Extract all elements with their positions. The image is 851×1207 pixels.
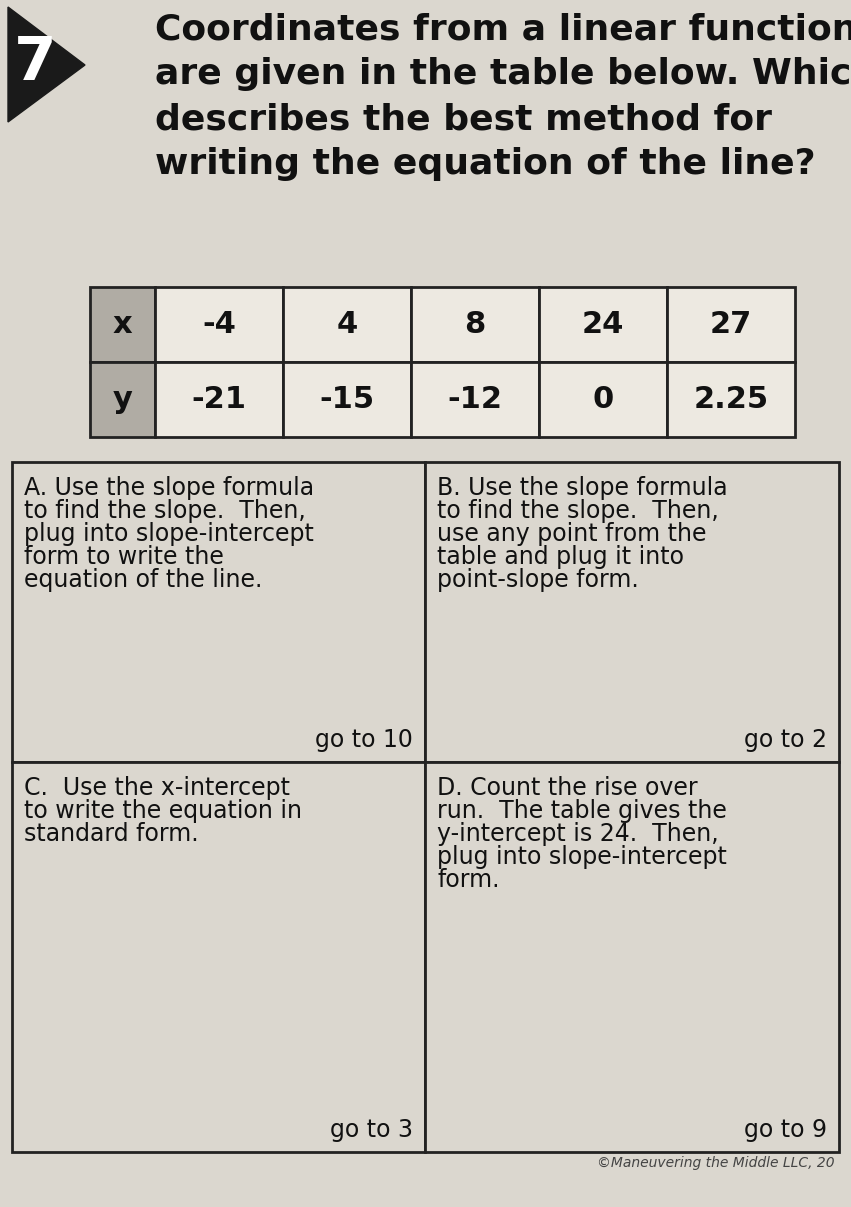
Text: -4: -4 (202, 310, 236, 339)
Text: plug into slope-intercept: plug into slope-intercept (24, 521, 314, 546)
Text: to find the slope.  Then,: to find the slope. Then, (24, 498, 306, 523)
Text: go to 9: go to 9 (744, 1118, 827, 1142)
Text: 4: 4 (336, 310, 357, 339)
FancyBboxPatch shape (155, 362, 283, 437)
Text: 7: 7 (14, 35, 56, 93)
Text: y-intercept is 24.  Then,: y-intercept is 24. Then, (437, 822, 718, 846)
Text: to write the equation in: to write the equation in (24, 799, 302, 823)
Text: point-slope form.: point-slope form. (437, 568, 639, 591)
FancyBboxPatch shape (667, 287, 795, 362)
Text: 27: 27 (710, 310, 752, 339)
Text: form to write the: form to write the (24, 546, 224, 568)
FancyBboxPatch shape (283, 287, 411, 362)
Text: 8: 8 (465, 310, 486, 339)
FancyBboxPatch shape (411, 362, 539, 437)
FancyBboxPatch shape (155, 287, 283, 362)
Text: C.  Use the x-intercept: C. Use the x-intercept (24, 776, 290, 800)
FancyBboxPatch shape (425, 762, 839, 1151)
Text: go to 10: go to 10 (315, 728, 413, 752)
FancyBboxPatch shape (12, 462, 425, 762)
FancyBboxPatch shape (411, 287, 539, 362)
Text: use any point from the: use any point from the (437, 521, 706, 546)
Text: writing the equation of the line?: writing the equation of the line? (155, 147, 815, 181)
Text: 2.25: 2.25 (694, 385, 768, 414)
FancyBboxPatch shape (283, 362, 411, 437)
Text: to find the slope.  Then,: to find the slope. Then, (437, 498, 719, 523)
Text: D. Count the rise over: D. Count the rise over (437, 776, 698, 800)
Text: plug into slope-intercept: plug into slope-intercept (437, 845, 727, 869)
Text: describes the best method for: describes the best method for (155, 103, 772, 136)
FancyBboxPatch shape (90, 362, 155, 437)
FancyBboxPatch shape (539, 287, 667, 362)
Text: are given in the table below. Which: are given in the table below. Which (155, 57, 851, 91)
FancyBboxPatch shape (12, 762, 425, 1151)
Text: equation of the line.: equation of the line. (24, 568, 262, 591)
Text: -12: -12 (448, 385, 502, 414)
Text: 0: 0 (592, 385, 614, 414)
Text: form.: form. (437, 868, 500, 892)
Text: go to 2: go to 2 (744, 728, 827, 752)
Text: 24: 24 (582, 310, 624, 339)
Text: x: x (112, 310, 132, 339)
Text: standard form.: standard form. (24, 822, 198, 846)
Text: table and plug it into: table and plug it into (437, 546, 684, 568)
FancyBboxPatch shape (667, 362, 795, 437)
Text: A. Use the slope formula: A. Use the slope formula (24, 476, 314, 500)
FancyBboxPatch shape (539, 362, 667, 437)
Text: B. Use the slope formula: B. Use the slope formula (437, 476, 728, 500)
Text: y: y (112, 385, 133, 414)
Text: Coordinates from a linear function: Coordinates from a linear function (155, 12, 851, 46)
Text: go to 3: go to 3 (330, 1118, 413, 1142)
FancyBboxPatch shape (90, 287, 155, 362)
Text: ©Maneuvering the Middle LLC, 20: ©Maneuvering the Middle LLC, 20 (597, 1156, 835, 1170)
Text: -15: -15 (319, 385, 374, 414)
Text: -21: -21 (191, 385, 247, 414)
Text: run.  The table gives the: run. The table gives the (437, 799, 727, 823)
Polygon shape (8, 7, 85, 122)
FancyBboxPatch shape (425, 462, 839, 762)
